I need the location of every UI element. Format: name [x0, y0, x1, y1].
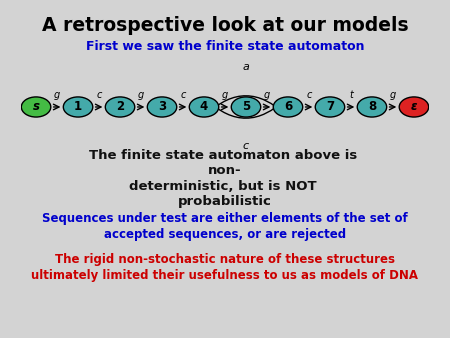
Text: g: g	[390, 90, 396, 100]
Text: s: s	[32, 100, 40, 114]
Text: A retrospective look at our models: A retrospective look at our models	[42, 17, 408, 35]
Ellipse shape	[357, 97, 387, 117]
Text: Sequences under test are either elements of the set of
accepted sequences, or ar: Sequences under test are either elements…	[42, 212, 408, 241]
Text: c: c	[96, 90, 102, 100]
Text: 6: 6	[284, 100, 292, 114]
Ellipse shape	[63, 97, 93, 117]
Text: 8: 8	[368, 100, 376, 114]
Text: 3: 3	[158, 100, 166, 114]
Ellipse shape	[21, 97, 51, 117]
Text: c: c	[306, 90, 312, 100]
Text: The rigid non-stochastic nature of these structures
ultimately limited their use: The rigid non-stochastic nature of these…	[32, 254, 419, 283]
Text: The finite state automaton above is 
non-
deterministic, but is NOT 
probabilist: The finite state automaton above is non-…	[89, 149, 361, 209]
Text: g: g	[138, 90, 144, 100]
Ellipse shape	[231, 97, 261, 117]
Ellipse shape	[273, 97, 303, 117]
Text: 7: 7	[326, 100, 334, 114]
Text: g: g	[264, 90, 270, 100]
Text: t: t	[349, 90, 353, 100]
Text: 4: 4	[200, 100, 208, 114]
Text: 2: 2	[116, 100, 124, 114]
Text: First we saw the finite state automaton: First we saw the finite state automaton	[86, 40, 364, 53]
Ellipse shape	[315, 97, 345, 117]
Text: 1: 1	[74, 100, 82, 114]
Text: 5: 5	[242, 100, 250, 114]
Text: a: a	[243, 62, 249, 72]
Text: c: c	[180, 90, 186, 100]
Text: c: c	[243, 141, 249, 150]
Ellipse shape	[147, 97, 177, 117]
Text: g: g	[222, 90, 228, 100]
Ellipse shape	[105, 97, 135, 117]
Text: g: g	[54, 90, 60, 100]
Ellipse shape	[399, 97, 429, 117]
Text: ε: ε	[411, 100, 417, 114]
Ellipse shape	[189, 97, 219, 117]
